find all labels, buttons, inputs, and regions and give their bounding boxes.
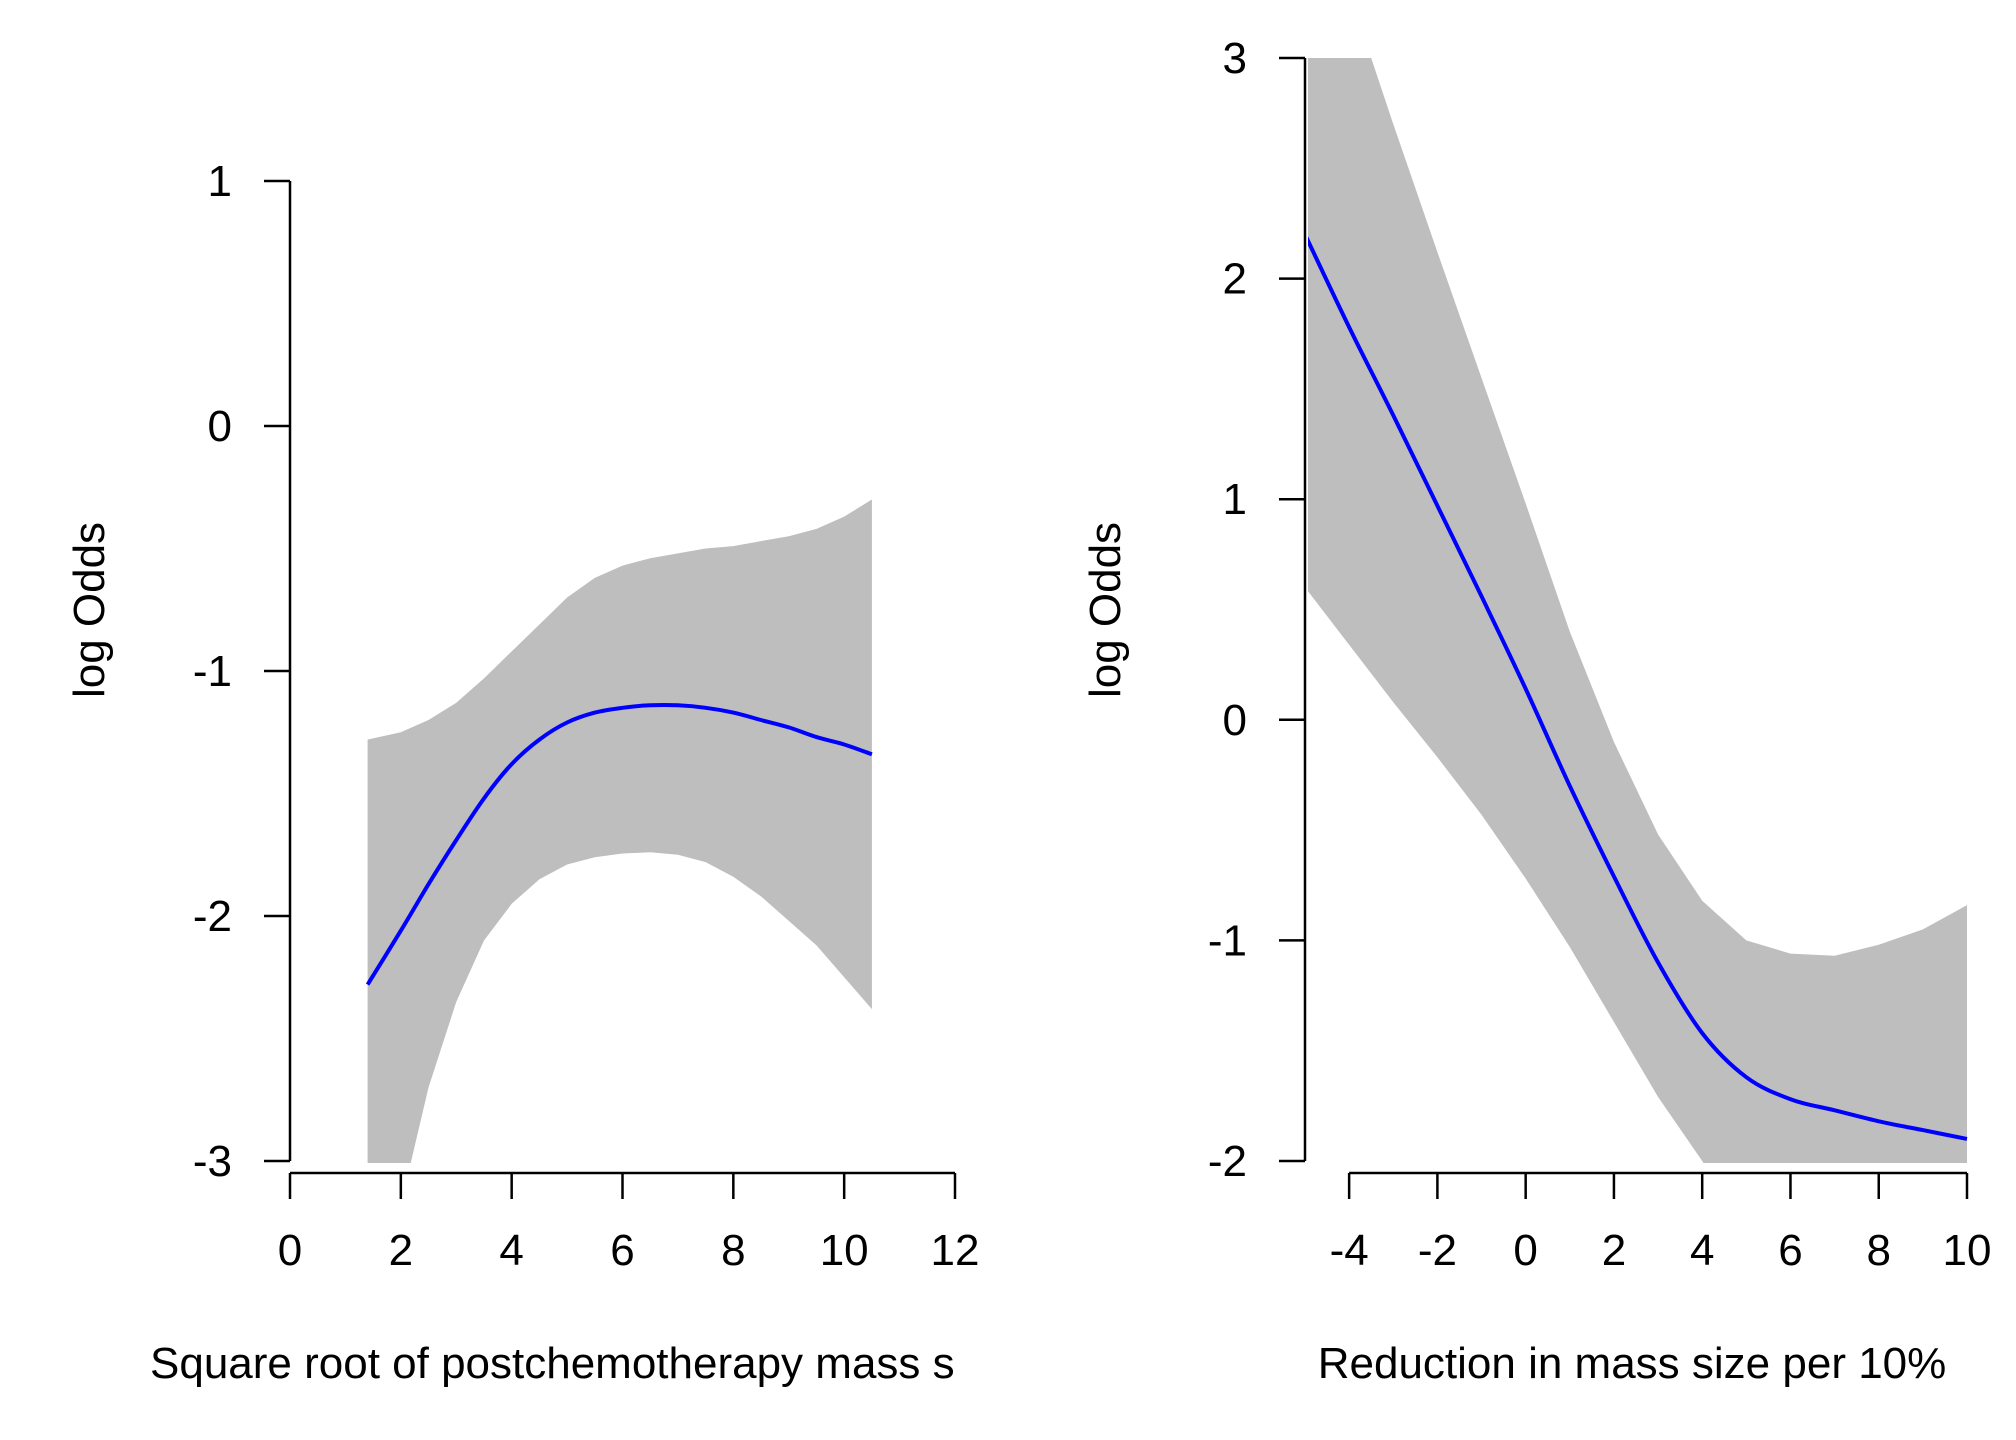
left-x-tick-label: 6 <box>610 1226 634 1275</box>
right-y-tick-label: -1 <box>1208 916 1247 965</box>
right-panel: -2 -1 0 1 2 3 -4 -2 0 2 4 6 8 10 log Odds Reduction i… <box>1081 34 1992 1388</box>
right-y-tick-label: 1 <box>1223 475 1247 524</box>
left-y-tick-label: -2 <box>193 892 232 941</box>
left-fitted-curve <box>365 703 873 986</box>
left-y-axis-title: log Odds <box>65 522 114 698</box>
left-x-tick-label: 0 <box>278 1226 302 1275</box>
right-fitted-curve <box>1308 236 1968 1141</box>
right-x-tick-label: 8 <box>1866 1226 1890 1275</box>
left-x-tick-label: 10 <box>820 1226 869 1275</box>
right-x-tick-label: 2 <box>1602 1226 1626 1275</box>
left-x-tick-label: 2 <box>389 1226 413 1275</box>
right-y-tick-label: -2 <box>1208 1137 1247 1186</box>
right-axes: -2 -1 0 1 2 3 -4 -2 0 2 4 6 8 10 <box>1208 34 1992 1275</box>
right-x-tick-label: -4 <box>1330 1226 1369 1275</box>
left-band-area <box>367 499 872 1163</box>
right-x-tick-label: 4 <box>1690 1226 1714 1275</box>
right-x-tick-label: -2 <box>1418 1226 1457 1275</box>
right-y-tick-label: 0 <box>1223 696 1247 745</box>
left-y-tick-label: -1 <box>193 647 232 696</box>
left-confidence-band <box>367 499 872 1163</box>
right-x-axis-title: Reduction in mass size per 10% <box>1318 1339 1947 1388</box>
left-x-tick-label: 4 <box>499 1226 523 1275</box>
left-y-tick-label: 1 <box>208 157 232 206</box>
left-x-tick-label: 8 <box>721 1226 745 1275</box>
right-confidence-band <box>1308 58 1967 1163</box>
left-x-tick-label: 12 <box>931 1226 980 1275</box>
right-y-axis-title: log Odds <box>1081 522 1130 698</box>
right-y-tick-label: 3 <box>1223 34 1247 83</box>
right-x-tick-label: 0 <box>1513 1226 1537 1275</box>
right-band-area <box>1308 58 1967 1163</box>
left-y-tick-label: -3 <box>193 1137 232 1186</box>
left-y-tick-label: 0 <box>208 402 232 451</box>
left-xlabel-clip-mask <box>1010 1320 1170 1410</box>
right-x-tick-label: 6 <box>1778 1226 1802 1275</box>
right-x-tick-label: 10 <box>1943 1226 1992 1275</box>
left-x-axis-title: Square root of postchemotherapy mass s <box>150 1339 955 1388</box>
right-y-tick-label: 2 <box>1223 255 1247 304</box>
